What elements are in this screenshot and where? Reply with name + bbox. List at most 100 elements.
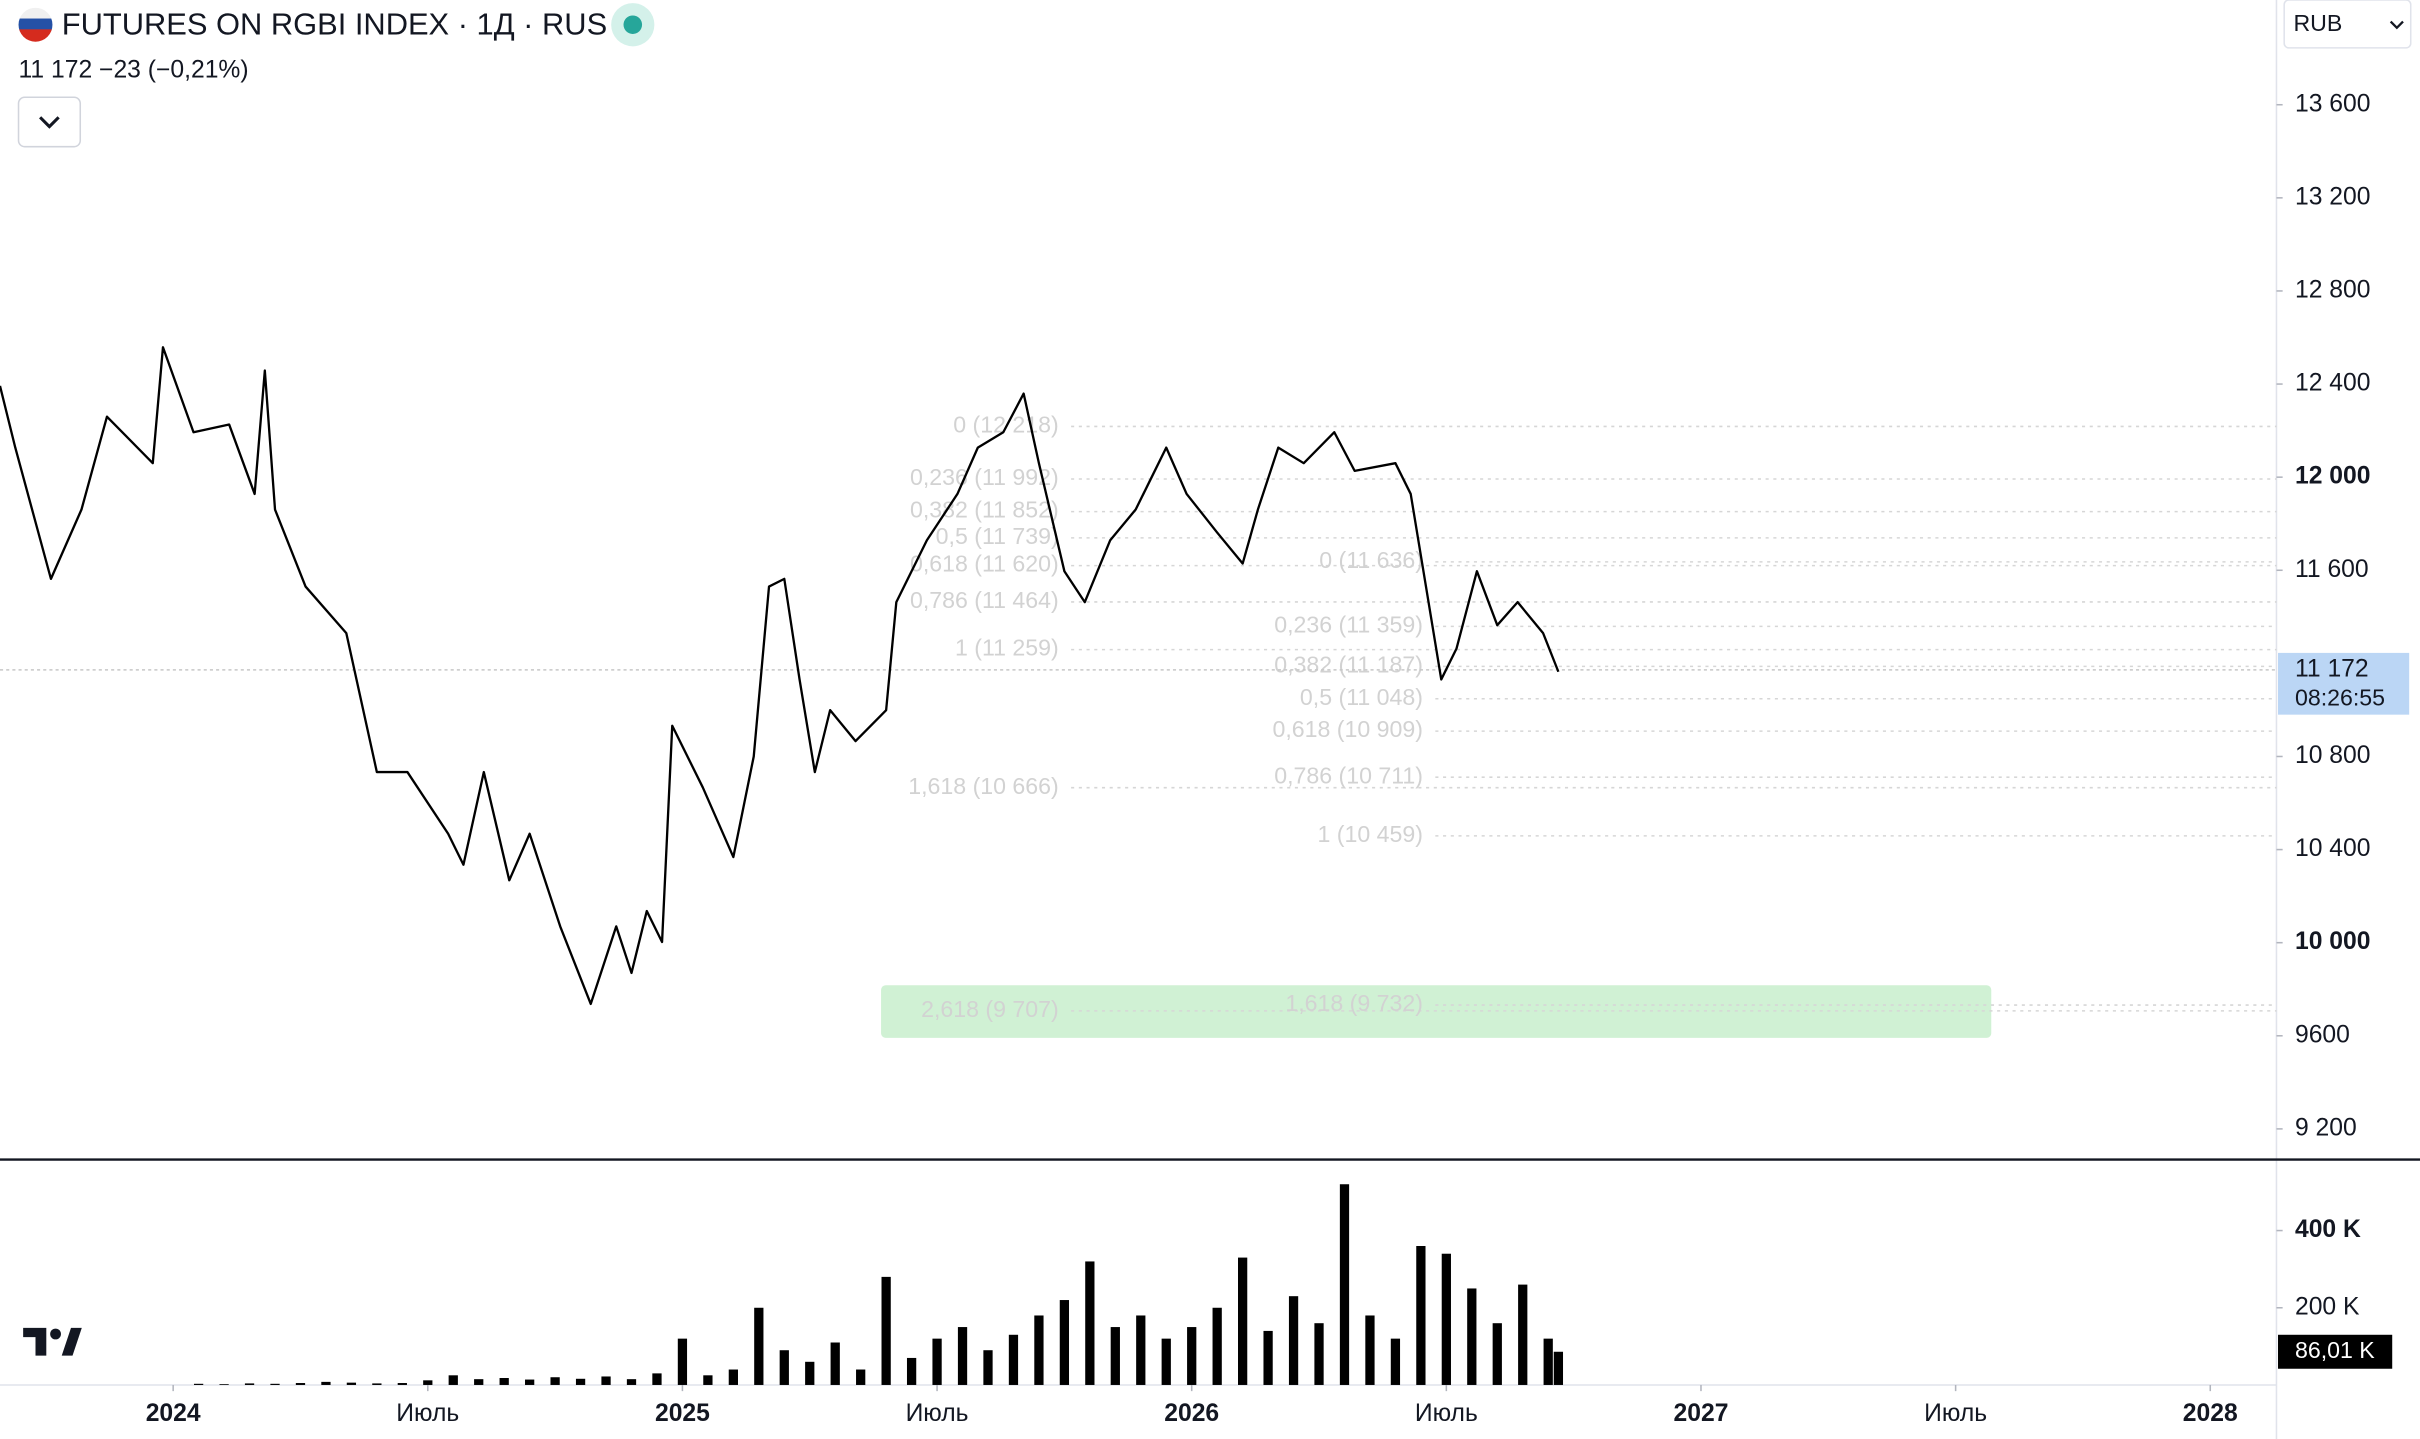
- volume-bar: [754, 1307, 764, 1385]
- y-tick-label: 11 600: [2295, 556, 2369, 583]
- volume-bar: [1365, 1315, 1375, 1385]
- volume-bar: [499, 1378, 509, 1385]
- volume-bar: [728, 1369, 738, 1385]
- volume-bar: [1161, 1338, 1171, 1385]
- volume-bar: [1238, 1257, 1248, 1385]
- fib-label: 1,618 (9 732): [1285, 990, 1423, 1016]
- last-volume-box: [2278, 1334, 2393, 1369]
- fib-label: 0,236 (11 992): [910, 464, 1059, 490]
- currency: RUB: [2293, 10, 2342, 36]
- last-price-box: [2278, 652, 2410, 715]
- last-volume-label: 86,01 K: [2295, 1337, 2375, 1363]
- status-dot: [623, 15, 643, 34]
- fib-label: 1 (10 459): [1318, 821, 1423, 847]
- x-tick-label: 2026: [1164, 1400, 1219, 1427]
- volume-bar: [321, 1381, 331, 1385]
- y-tick-label: 10 000: [2295, 928, 2371, 955]
- volume-bar: [1339, 1184, 1350, 1385]
- x-tick-label: Июль: [1415, 1400, 1478, 1427]
- volume-bar: [601, 1376, 611, 1385]
- volume-bar: [779, 1350, 789, 1385]
- x-tick-label: Июль: [906, 1400, 969, 1427]
- volume-bar: [856, 1369, 866, 1385]
- volume-bar: [525, 1379, 535, 1385]
- fib-label: 0,5 (11 048): [1300, 684, 1423, 710]
- volume-bar: [1441, 1253, 1451, 1385]
- y-tick-label: 9 200: [2295, 1114, 2357, 1141]
- volume-bar: [219, 1384, 229, 1385]
- volume-bar: [1059, 1300, 1070, 1385]
- fib-label: 2,618 (9 707): [921, 996, 1059, 1022]
- fib-label: 0,382 (11 187): [1274, 652, 1423, 678]
- collapse-button[interactable]: [17, 96, 82, 148]
- volume-bar: [1187, 1327, 1197, 1385]
- y-tick-label: 10 800: [2295, 742, 2371, 769]
- volume-bar: [1288, 1296, 1299, 1385]
- quote: 11 172 −23 (−0,21%): [19, 57, 249, 84]
- volume-bar: [1136, 1315, 1146, 1385]
- last-price-label: 11 172: [2295, 655, 2369, 682]
- volume-bar: [932, 1338, 942, 1385]
- volume-bar: [626, 1379, 637, 1385]
- fib-label: 0,618 (11 620): [910, 551, 1059, 577]
- chart-title: FUTURES ON RGBI INDEX · 1Д · RUS: [62, 6, 607, 41]
- fib-label: 0,382 (11 852): [910, 497, 1059, 523]
- fib-label: 0,5 (11 739): [936, 523, 1059, 549]
- fib-label: 0,786 (10 711): [1274, 762, 1423, 788]
- volume-bar: [1390, 1338, 1401, 1385]
- y-tick-label: 10 400: [2295, 835, 2371, 862]
- volume-bar: [906, 1357, 917, 1385]
- countdown: 08:26:55: [2295, 684, 2385, 710]
- volume-bar: [372, 1383, 382, 1385]
- volume-bar: [881, 1276, 891, 1385]
- y-tick-label: 13 600: [2295, 90, 2371, 117]
- currency-select[interactable]: RUB: [2283, 0, 2412, 49]
- logo: [23, 1327, 82, 1356]
- y-tick-label: 12 800: [2295, 276, 2371, 303]
- volume-bar: [1416, 1246, 1426, 1385]
- x-tick-label: Июль: [1924, 1400, 1987, 1427]
- volume-bar: [474, 1379, 484, 1385]
- volume-bar: [575, 1378, 586, 1385]
- volume-bar: [397, 1383, 407, 1385]
- y-tick-label: 12 000: [2295, 463, 2371, 490]
- volume-bar: [1492, 1323, 1502, 1385]
- fib-label: 0,236 (11 359): [1274, 611, 1423, 637]
- volume-bar: [1543, 1338, 1553, 1385]
- price-line: [0, 346, 1560, 1006]
- y-tick-label: 12 400: [2295, 370, 2371, 397]
- volume-bar: [1085, 1261, 1095, 1385]
- fib-label: 0 (12 218): [953, 412, 1058, 438]
- volume-bar: [703, 1375, 713, 1385]
- y-tick-label: 9600: [2295, 1021, 2350, 1048]
- volume-bar: [270, 1383, 280, 1385]
- volume-bar: [805, 1361, 815, 1385]
- fib-label: 1 (11 259): [955, 635, 1059, 661]
- x-tick-label: Июль: [396, 1400, 459, 1427]
- volume-bar: [1518, 1284, 1528, 1385]
- volume-bar: [957, 1327, 968, 1385]
- x-tick-label: 2025: [655, 1400, 710, 1427]
- y-tick-label: 400 K: [2295, 1216, 2361, 1243]
- volume-bar: [1314, 1323, 1324, 1385]
- x-tick-label: 2024: [146, 1400, 201, 1427]
- volume-bar: [423, 1380, 433, 1385]
- volume-bar: [830, 1342, 840, 1385]
- volume-bar: [346, 1382, 357, 1385]
- volume-bar: [1034, 1315, 1044, 1385]
- volume-bar: [1212, 1307, 1222, 1385]
- volume-bar: [983, 1350, 993, 1385]
- volume-bar: [1110, 1327, 1120, 1385]
- volume-bar: [1008, 1334, 1019, 1385]
- volume-bar: [677, 1338, 688, 1385]
- x-tick-label: 2027: [1674, 1400, 1729, 1427]
- volume-bar: [652, 1373, 662, 1385]
- fib-label: 0,618 (10 909): [1272, 716, 1423, 742]
- volume-bar: [1553, 1351, 1564, 1385]
- fib-label: 0 (11 636): [1319, 547, 1423, 573]
- flag: [18, 7, 53, 42]
- fib-label: 0,786 (11 464): [910, 587, 1059, 613]
- volume-bar: [550, 1377, 560, 1385]
- x-tick-label: 2028: [2183, 1400, 2238, 1427]
